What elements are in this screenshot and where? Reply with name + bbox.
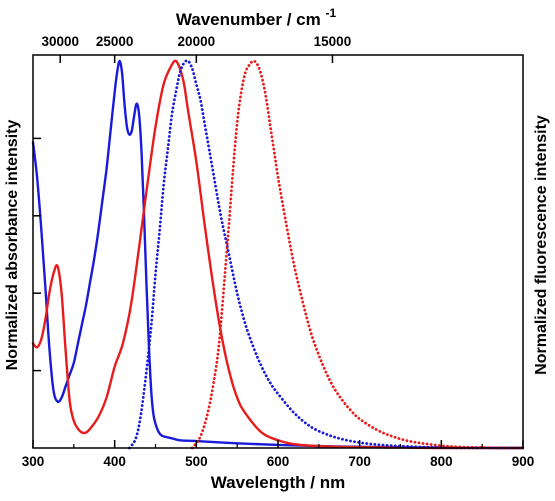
x-tick-label: 700 — [348, 454, 371, 469]
x-tick-label: 400 — [103, 454, 126, 469]
series-line-4 — [190, 59, 525, 450]
x2-tick-label: 15000 — [314, 34, 352, 49]
x-tick-label: 500 — [185, 454, 208, 469]
x2-tick-label: 20000 — [178, 34, 216, 49]
x-tick-label: 800 — [430, 454, 453, 469]
x-tick-label: 600 — [267, 454, 290, 469]
ticks-layer: 300 400 500 600 700 800 900 30000 25000 20000 1500… — [22, 34, 535, 469]
series-layer — [31, 59, 525, 450]
plot-frame — [32, 54, 524, 449]
x2-axis-title: Wavenumber / cm -1 — [176, 6, 337, 29]
x2-tick-label: 30000 — [41, 34, 79, 49]
series-line-3 — [127, 59, 525, 450]
x-axis-title: Wavelength / nm — [211, 473, 345, 492]
x2-axis-title-text: Wavenumber / cm — [176, 10, 321, 29]
x-tick-label: 900 — [512, 454, 535, 469]
y-axis-left-title: Normalized absorbance intensity — [4, 120, 21, 371]
x2-tick-label: 25000 — [96, 34, 134, 49]
x2-axis-title-superscript: -1 — [325, 6, 336, 20]
y-axis-right-title: Normalized fluorescence intensity — [533, 115, 550, 375]
series-line-2 — [31, 59, 525, 450]
series-line-1 — [31, 59, 525, 450]
x-tick-label: 300 — [22, 454, 45, 469]
